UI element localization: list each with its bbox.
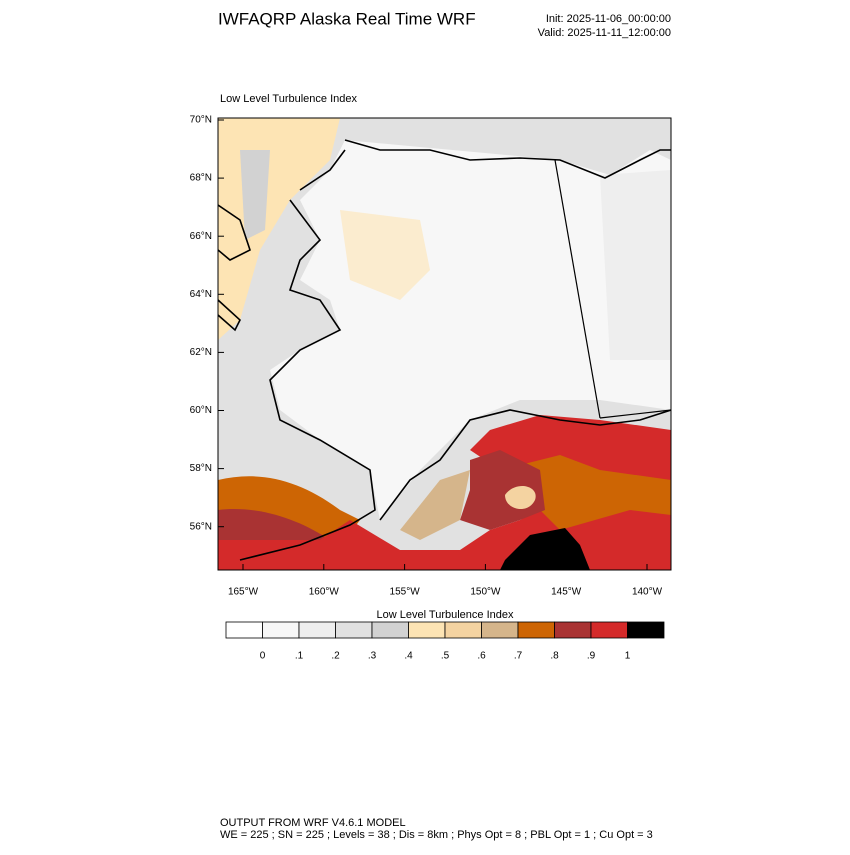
colorbar-title: Low Level Turbulence Index [377, 609, 514, 621]
lon-label: 150°W [470, 587, 501, 598]
colorbar-box [627, 621, 665, 639]
colorbar-box [517, 621, 555, 639]
lat-label: 56°N [190, 521, 212, 532]
colorbar-label: .1 [295, 651, 304, 662]
footer-line: OUTPUT FROM WRF V4.6.1 MODEL [220, 817, 406, 829]
colorbar-box [262, 621, 300, 639]
footer-line: WE = 225 ; SN = 225 ; Levels = 38 ; Dis … [220, 829, 653, 841]
lon-label: 140°W [632, 587, 663, 598]
lon-label: 160°W [309, 587, 340, 598]
lat-label: 58°N [190, 463, 212, 474]
title: IWFAQRP Alaska Real Time WRF [218, 9, 476, 28]
lat-label: 64°N [190, 289, 212, 300]
colorbar-box [335, 621, 373, 639]
valid-time: Valid: 2025-11-11_12:00:00 [538, 27, 671, 39]
colorbar-label: .7 [514, 651, 523, 662]
colorbar-box [444, 621, 482, 639]
lat-label: 68°N [190, 173, 212, 184]
map-title: Low Level Turbulence Index [220, 93, 357, 105]
colorbar-label: 1 [625, 651, 631, 662]
colorbar-label: .4 [404, 651, 413, 662]
colorbar-box [371, 621, 409, 639]
lat-label: 60°N [190, 405, 212, 416]
lat-label: 66°N [190, 231, 212, 242]
colorbar-label: 0 [260, 651, 266, 662]
lon-label: 165°W [228, 587, 259, 598]
colorbar-label: .3 [368, 651, 377, 662]
colorbar-label: .9 [587, 651, 596, 662]
colorbar-box [225, 621, 263, 639]
lon-label: 155°W [390, 587, 421, 598]
lat-label: 70°N [190, 115, 212, 126]
init-time: Init: 2025-11-06_00:00:00 [546, 13, 671, 25]
colorbar-label: .8 [550, 651, 559, 662]
lat-label: 62°N [190, 347, 212, 358]
colorbar-box [298, 621, 336, 639]
map [217, 117, 672, 571]
colorbar-label: .6 [477, 651, 486, 662]
colorbar-box [590, 621, 628, 639]
colorbar-label: .2 [331, 651, 340, 662]
colorbar-box [481, 621, 519, 639]
lon-label: 145°W [551, 587, 582, 598]
colorbar-label: .5 [441, 651, 450, 662]
colorbar-box [408, 621, 446, 639]
colorbar-box [554, 621, 592, 639]
